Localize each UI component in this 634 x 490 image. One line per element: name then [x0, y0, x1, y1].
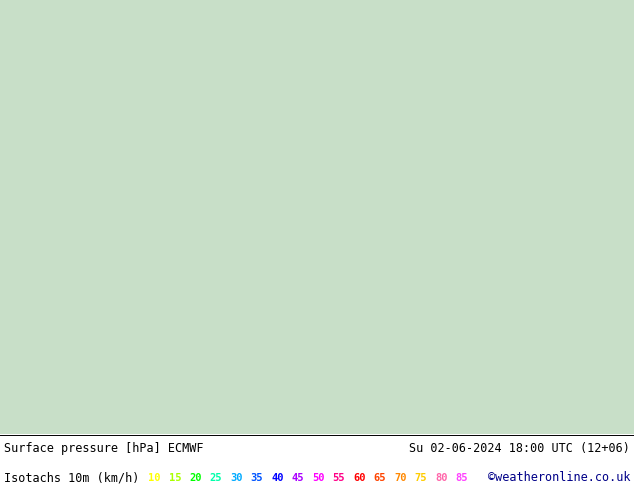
Text: 65: 65 [373, 473, 386, 483]
Text: 75: 75 [415, 473, 427, 483]
Text: 20: 20 [189, 473, 202, 483]
Text: 30: 30 [230, 473, 242, 483]
Text: 80: 80 [435, 473, 448, 483]
Text: 45: 45 [292, 473, 304, 483]
Text: ©weatheronline.co.uk: ©weatheronline.co.uk [488, 471, 630, 484]
Text: 60: 60 [353, 473, 365, 483]
Text: Surface pressure [hPa] ECMWF: Surface pressure [hPa] ECMWF [4, 441, 204, 455]
Text: Su 02-06-2024 18:00 UTC (12+06): Su 02-06-2024 18:00 UTC (12+06) [409, 441, 630, 455]
Text: 35: 35 [250, 473, 263, 483]
Text: 25: 25 [209, 473, 222, 483]
Text: 90: 90 [476, 473, 489, 483]
Text: 40: 40 [271, 473, 283, 483]
Text: Isotachs 10m (km/h): Isotachs 10m (km/h) [4, 471, 139, 484]
Text: 55: 55 [332, 473, 345, 483]
Text: 50: 50 [312, 473, 325, 483]
Text: 85: 85 [455, 473, 468, 483]
Text: 10: 10 [148, 473, 160, 483]
Text: 15: 15 [169, 473, 181, 483]
Text: 70: 70 [394, 473, 406, 483]
